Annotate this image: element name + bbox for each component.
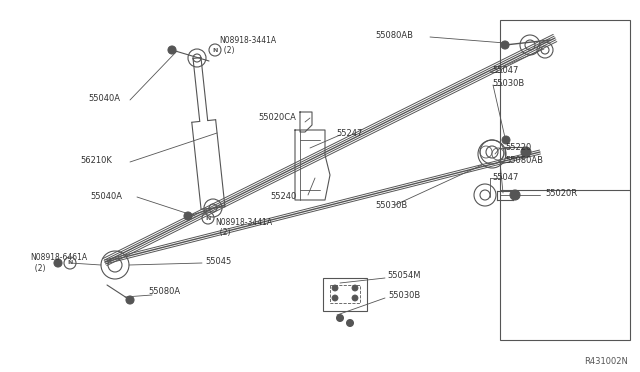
Circle shape (184, 212, 192, 220)
Text: 55240: 55240 (270, 192, 296, 201)
Text: 55220: 55220 (505, 142, 531, 151)
Circle shape (168, 46, 176, 54)
Text: 55020R: 55020R (545, 189, 577, 198)
Text: 55030B: 55030B (375, 201, 407, 209)
Text: (2): (2) (30, 263, 45, 273)
Circle shape (521, 147, 531, 157)
Text: 55080AB: 55080AB (505, 155, 543, 164)
Text: 55030B: 55030B (388, 291, 420, 299)
Text: N08918-3441A: N08918-3441A (219, 35, 276, 45)
Circle shape (332, 295, 338, 301)
Circle shape (126, 296, 134, 304)
Text: 55030B: 55030B (492, 78, 524, 87)
Circle shape (352, 295, 358, 301)
Text: 55080A: 55080A (148, 288, 180, 296)
Circle shape (510, 190, 520, 200)
Circle shape (502, 136, 510, 144)
Text: 55047: 55047 (492, 65, 518, 74)
Text: N: N (212, 48, 218, 52)
Text: 55045: 55045 (205, 257, 231, 266)
Circle shape (346, 320, 353, 327)
Text: N: N (67, 260, 73, 266)
Text: (2): (2) (219, 45, 234, 55)
Text: 55054M: 55054M (387, 270, 420, 279)
Text: R431002N: R431002N (584, 357, 628, 366)
Text: 55040A: 55040A (90, 192, 122, 201)
Text: 55247: 55247 (336, 128, 362, 138)
Circle shape (54, 259, 62, 267)
Text: 55040A: 55040A (88, 93, 120, 103)
Text: 55047: 55047 (492, 173, 518, 182)
Text: N08918-3441A: N08918-3441A (215, 218, 272, 227)
Text: (2): (2) (215, 228, 230, 237)
Text: 56210K: 56210K (80, 155, 112, 164)
Circle shape (352, 285, 358, 291)
Circle shape (501, 41, 509, 49)
Text: 55020CA: 55020CA (258, 112, 296, 122)
Text: 55080AB: 55080AB (375, 31, 413, 39)
Circle shape (332, 285, 338, 291)
Text: N: N (205, 215, 211, 221)
Text: N08918-6461A: N08918-6461A (30, 253, 87, 263)
Circle shape (337, 314, 344, 321)
